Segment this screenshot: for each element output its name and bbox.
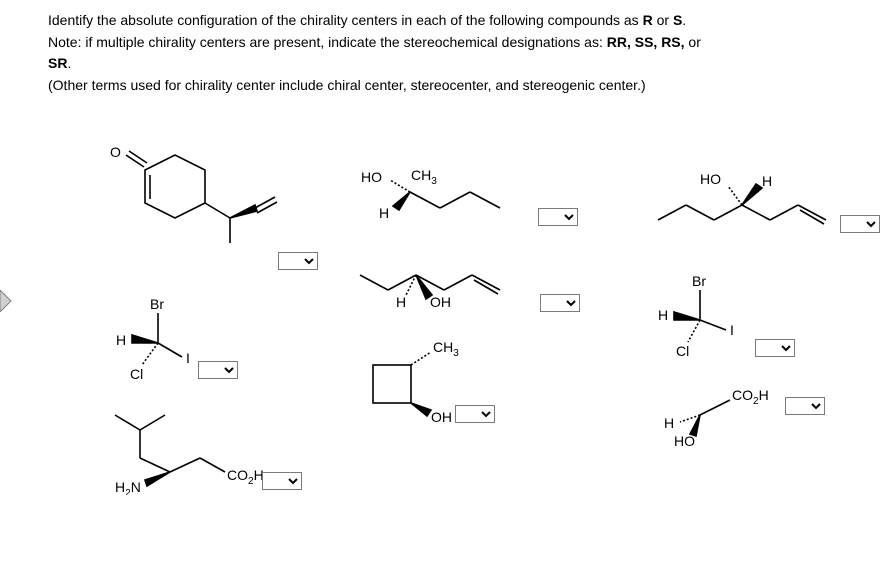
label-CO2H-H: H	[759, 387, 769, 403]
svg-text:CH3: CH3	[411, 170, 437, 187]
compound-2: HO CH3 H	[355, 170, 535, 250]
compound-1-select[interactable]	[278, 252, 318, 270]
header-text-3b: .	[67, 55, 71, 71]
header-text-or: or	[653, 12, 673, 28]
label-HO: HO	[361, 170, 382, 185]
label-H-4: H	[116, 332, 126, 348]
label-H: H	[379, 205, 389, 221]
header-bold-S: S	[673, 12, 682, 28]
header-bold-R: R	[643, 12, 653, 28]
label-Cl: Cl	[130, 366, 143, 382]
label-Br: Br	[150, 296, 164, 312]
compound-5-select[interactable]	[540, 294, 580, 312]
label-CH3-7-sub: 3	[453, 348, 459, 359]
header-text-1: Identify the absolute configuration of t…	[48, 12, 643, 28]
label-CH3: CH	[411, 170, 431, 183]
compound-4: Br H Cl I	[108, 295, 208, 390]
compound-1: O	[90, 145, 290, 265]
compound-9-select[interactable]	[262, 472, 302, 490]
svg-text:CH3: CH3	[433, 339, 459, 359]
label-H-3: H	[762, 173, 772, 189]
label-H-8: H	[664, 415, 674, 431]
svg-text:H2N: H2N	[115, 479, 141, 495]
label-CH3-sub: 3	[431, 176, 437, 187]
compound-8: CO2H H HO	[650, 380, 790, 450]
compound-3: HO H	[648, 170, 843, 240]
label-HO-8: HO	[674, 433, 695, 449]
compound-4-select[interactable]	[198, 361, 238, 379]
header-text-2b: or	[685, 34, 701, 50]
label-HO-3: HO	[700, 171, 721, 187]
label-I-6: I	[730, 322, 734, 338]
label-OH-5: OH	[430, 294, 451, 310]
compound-2-select[interactable]	[538, 208, 578, 226]
label-I: I	[186, 350, 190, 366]
question-header: Identify the absolute configuration of t…	[0, 0, 889, 97]
compound-9: H2N CO2H	[95, 400, 275, 495]
label-H-5: H	[396, 294, 406, 310]
compound-7-select[interactable]	[455, 405, 495, 423]
label-OH-7: OH	[431, 409, 452, 425]
label-H-6: H	[658, 307, 668, 323]
compound-8-select[interactable]	[785, 397, 825, 415]
header-text-4: (Other terms used for chirality center i…	[48, 77, 646, 93]
header-bold-designations: RR, SS, RS,	[607, 34, 685, 50]
header-text-2: Note: if multiple chirality centers are …	[48, 34, 607, 50]
label-Cl-6: Cl	[676, 343, 689, 359]
label-CH3-7: CH	[433, 339, 453, 355]
compound-6-select[interactable]	[755, 339, 795, 357]
label-O: O	[110, 145, 121, 160]
svg-text:CO2H: CO2H	[732, 387, 769, 407]
left-arrow-icon	[0, 290, 12, 312]
compound-6: Br H Cl I	[640, 270, 760, 370]
label-CO2H-9: CO	[227, 467, 248, 483]
label-H2N-H: H	[115, 479, 125, 495]
header-bold-SR: SR	[48, 55, 67, 71]
label-H2N-N: N	[131, 479, 141, 495]
header-text-period: .	[682, 12, 686, 28]
label-Br-6: Br	[692, 273, 706, 289]
compound-5: H OH	[350, 255, 520, 315]
label-CO2H: CO	[732, 387, 753, 403]
compound-3-select[interactable]	[840, 215, 880, 233]
svg-text:CO2H: CO2H	[227, 467, 264, 487]
